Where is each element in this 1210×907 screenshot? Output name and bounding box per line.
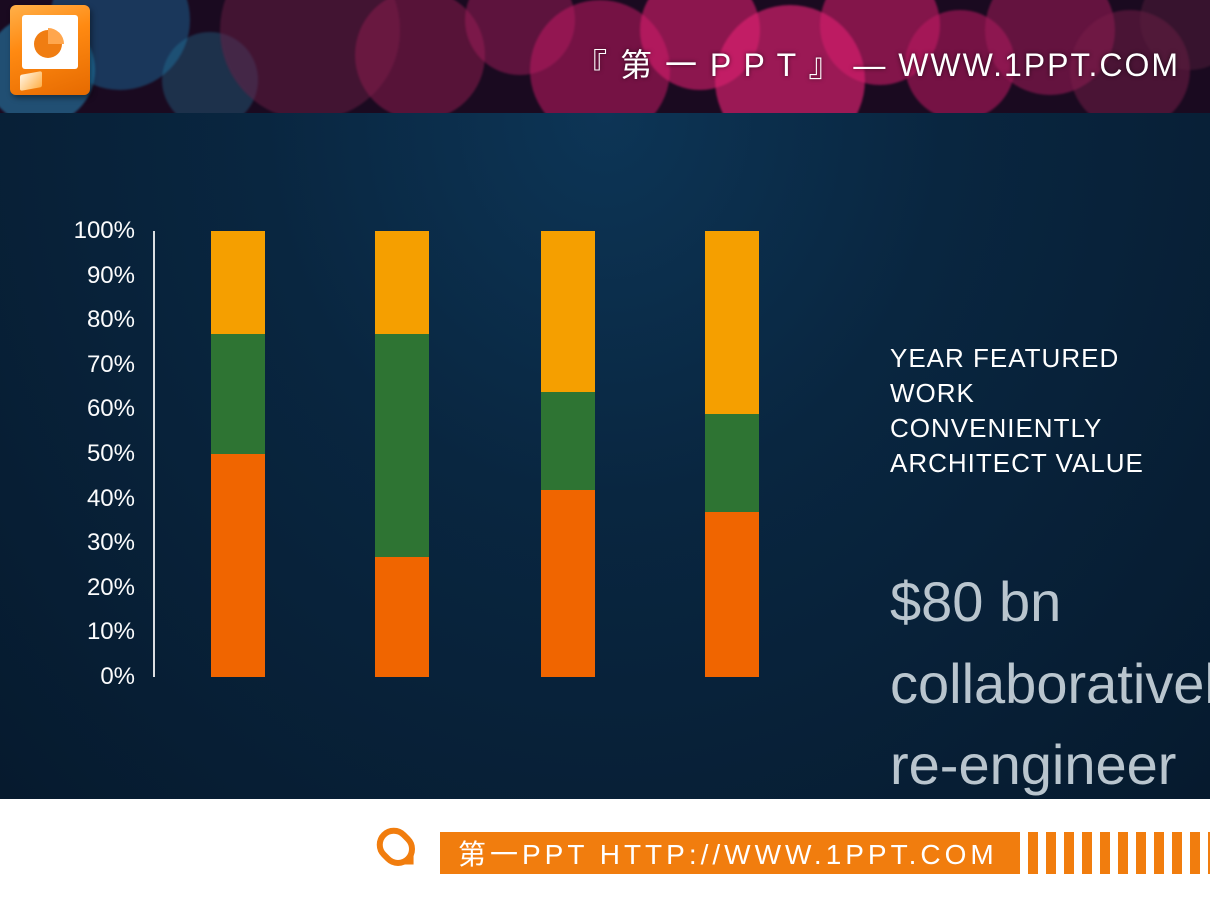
bar-segment-middle [211,334,265,454]
bar-segment-bottom [705,512,759,677]
stacked-bar [541,231,595,677]
y-axis-tick-label: 10% [87,618,135,646]
bar-segment-top [541,231,595,392]
y-axis-tick-label: 50% [87,440,135,468]
footer-stripes [1010,832,1210,874]
y-axis-tick-label: 40% [87,485,135,513]
y-axis-tick-label: 70% [87,351,135,379]
powerpoint-icon-body [10,5,90,95]
bar-segment-top [705,231,759,414]
y-axis-tick-label: 90% [87,262,135,290]
bar-segment-top [211,231,265,334]
stacked-bar [375,231,429,677]
side-heading: Year featured work Conveniently architec… [890,341,1190,481]
footer: 第一PPT HTTP://WWW.1PPT.COM [0,799,1210,907]
slide-area: 0% 10% 20% 30% 40% 50% 60% 70% 80% 90% 100% Year f… [0,113,1210,799]
y-axis-tick-label: 0% [100,663,135,691]
pencil-icon [370,821,426,877]
powerpoint-icon-fold [20,71,42,91]
stacked-bar [211,231,265,677]
bar-segment-middle [705,414,759,512]
bar-segment-middle [375,334,429,557]
bar-segment-middle [541,392,595,490]
bar-segment-bottom [211,454,265,677]
stacked-bar [705,231,759,677]
footer-banner-text: 第一PPT HTTP://WWW.1PPT.COM [458,833,998,873]
bar-segment-top [375,231,429,334]
y-axis-line [153,231,155,677]
powerpoint-icon [10,5,90,95]
bar-segment-bottom [375,557,429,677]
y-axis-tick-label: 60% [87,395,135,423]
y-axis-tick-label: 80% [87,306,135,334]
stacked-bar-chart: 0%10%20%30%40%50%60%70%80%90%100% [75,231,775,693]
side-heading-line1: Year featured work [890,343,1119,408]
y-axis-labels: 0%10%20%30%40%50%60%70%80%90%100% [75,231,135,693]
side-heading-line2: Conveniently architect value [890,413,1144,478]
side-body: $80 bn collaboratively re-engineer user [890,561,1190,799]
y-axis-tick-label: 30% [87,529,135,557]
powerpoint-icon-inner [22,15,78,69]
bar-segment-bottom [541,490,595,677]
header: 『 第 一 P P T 』 — WWW.1PPT.COM [0,0,1210,113]
powerpoint-pie-icon [30,22,70,62]
side-text: Year featured work Conveniently architec… [890,341,1190,799]
header-title: 『 第 一 P P T 』 — WWW.1PPT.COM [575,40,1180,86]
y-axis-tick-label: 20% [87,574,135,602]
y-axis-tick-label: 100% [74,217,135,245]
